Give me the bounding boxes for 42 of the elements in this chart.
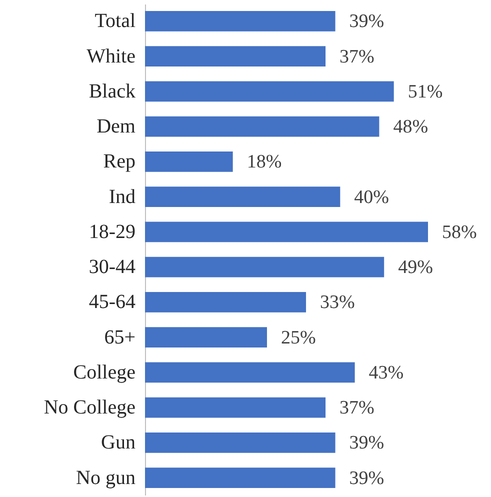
bar (145, 186, 340, 208)
bar (145, 46, 326, 67)
bar (145, 362, 355, 383)
bar (145, 81, 394, 102)
bar (145, 152, 233, 172)
y-tick-label: Ind (108, 186, 136, 208)
y-tick-label: No College (44, 396, 136, 419)
data-label: 58% (442, 222, 477, 243)
data-label: 49% (398, 257, 434, 278)
data-label: 33% (320, 292, 356, 314)
y-tick-label: College (73, 361, 136, 384)
bar (145, 468, 336, 488)
y-tick-label: 45-64 (88, 291, 136, 314)
bar (145, 292, 306, 312)
y-tick-label: 65+ (104, 326, 136, 348)
bar (145, 116, 380, 137)
y-tick-label: White (86, 45, 136, 68)
data-label: 39% (349, 468, 384, 489)
data-label: 37% (340, 46, 375, 68)
y-tick-label: 30-44 (88, 256, 136, 278)
data-label: 43% (368, 362, 404, 384)
bar (145, 222, 428, 242)
data-label: 39% (349, 11, 384, 32)
y-tick-label: Dem (96, 116, 136, 138)
data-label: 37% (340, 398, 375, 419)
data-label: 40% (354, 186, 390, 208)
data-label: 48% (393, 116, 428, 138)
bar (145, 11, 336, 32)
y-tick-label: No gun (76, 466, 136, 489)
data-label: 51% (408, 81, 443, 102)
data-label: 39% (349, 432, 384, 454)
y-tick-label: Gun (101, 432, 136, 454)
data-label: 18% (246, 152, 282, 173)
bar (145, 432, 336, 453)
data-label: 25% (280, 327, 316, 348)
bar (145, 397, 326, 418)
y-tick-label: Total (94, 10, 136, 32)
y-tick-label: 18-29 (88, 220, 136, 243)
y-tick-label: Black (88, 80, 136, 102)
bar (145, 327, 267, 348)
bar (145, 256, 384, 278)
y-tick-label: Rep (103, 150, 136, 173)
